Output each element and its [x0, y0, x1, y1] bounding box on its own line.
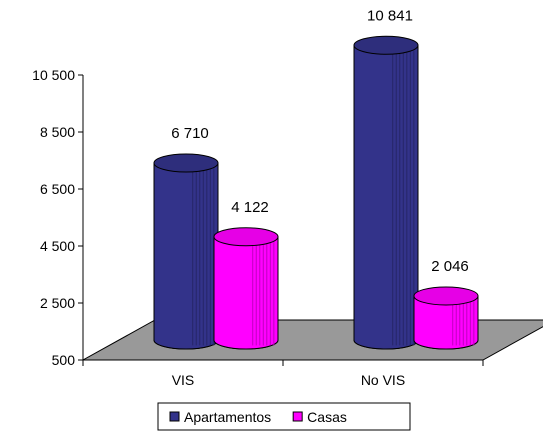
chart-data-labels: 6 710 4 122 10 841 2 046: [171, 7, 469, 275]
bar-apartamentos-no-vis: [353, 35, 419, 350]
x-tick-label: VIS: [172, 372, 195, 388]
bar-apartamentos-vis: [153, 153, 219, 350]
y-tick-label: 8 500: [40, 124, 75, 140]
bar-body: [153, 162, 219, 350]
bar-casas-vis: [213, 227, 279, 350]
chart-legend: Apartamentos Casas: [157, 402, 411, 431]
data-label: 6 710: [171, 125, 209, 142]
y-tick-label: 500: [52, 352, 76, 368]
data-label: 2 046: [431, 258, 469, 275]
bar-top-cap: [413, 286, 479, 306]
bar-top-cap: [353, 35, 419, 55]
bar-casas-no-vis: [413, 286, 479, 350]
bar-top-cap: [153, 153, 219, 173]
legend-box: [157, 402, 411, 431]
y-tick-label: 6 500: [40, 181, 75, 197]
legend-entry: Apartamentos: [184, 409, 271, 425]
legend-entry: Casas: [307, 409, 347, 425]
legend-swatch: [169, 411, 180, 422]
y-tick-label: 10 500: [32, 67, 75, 83]
bar-body: [353, 44, 419, 350]
bar-body: [213, 236, 279, 350]
y-tick-label: 4 500: [40, 238, 75, 254]
data-label: 10 841: [367, 7, 413, 24]
y-tick-label: 2 500: [40, 295, 75, 311]
bar-top-cap: [213, 227, 279, 247]
legend-swatch: [292, 411, 303, 422]
bar-body: [413, 295, 479, 350]
chart-bars: [153, 35, 479, 350]
chart-axes: 500 2 500 4 500 6 500 8 500 10 500 VIS No VIS: [32, 67, 484, 388]
data-label: 4 122: [231, 199, 269, 216]
x-tick-label: No VIS: [361, 372, 405, 388]
